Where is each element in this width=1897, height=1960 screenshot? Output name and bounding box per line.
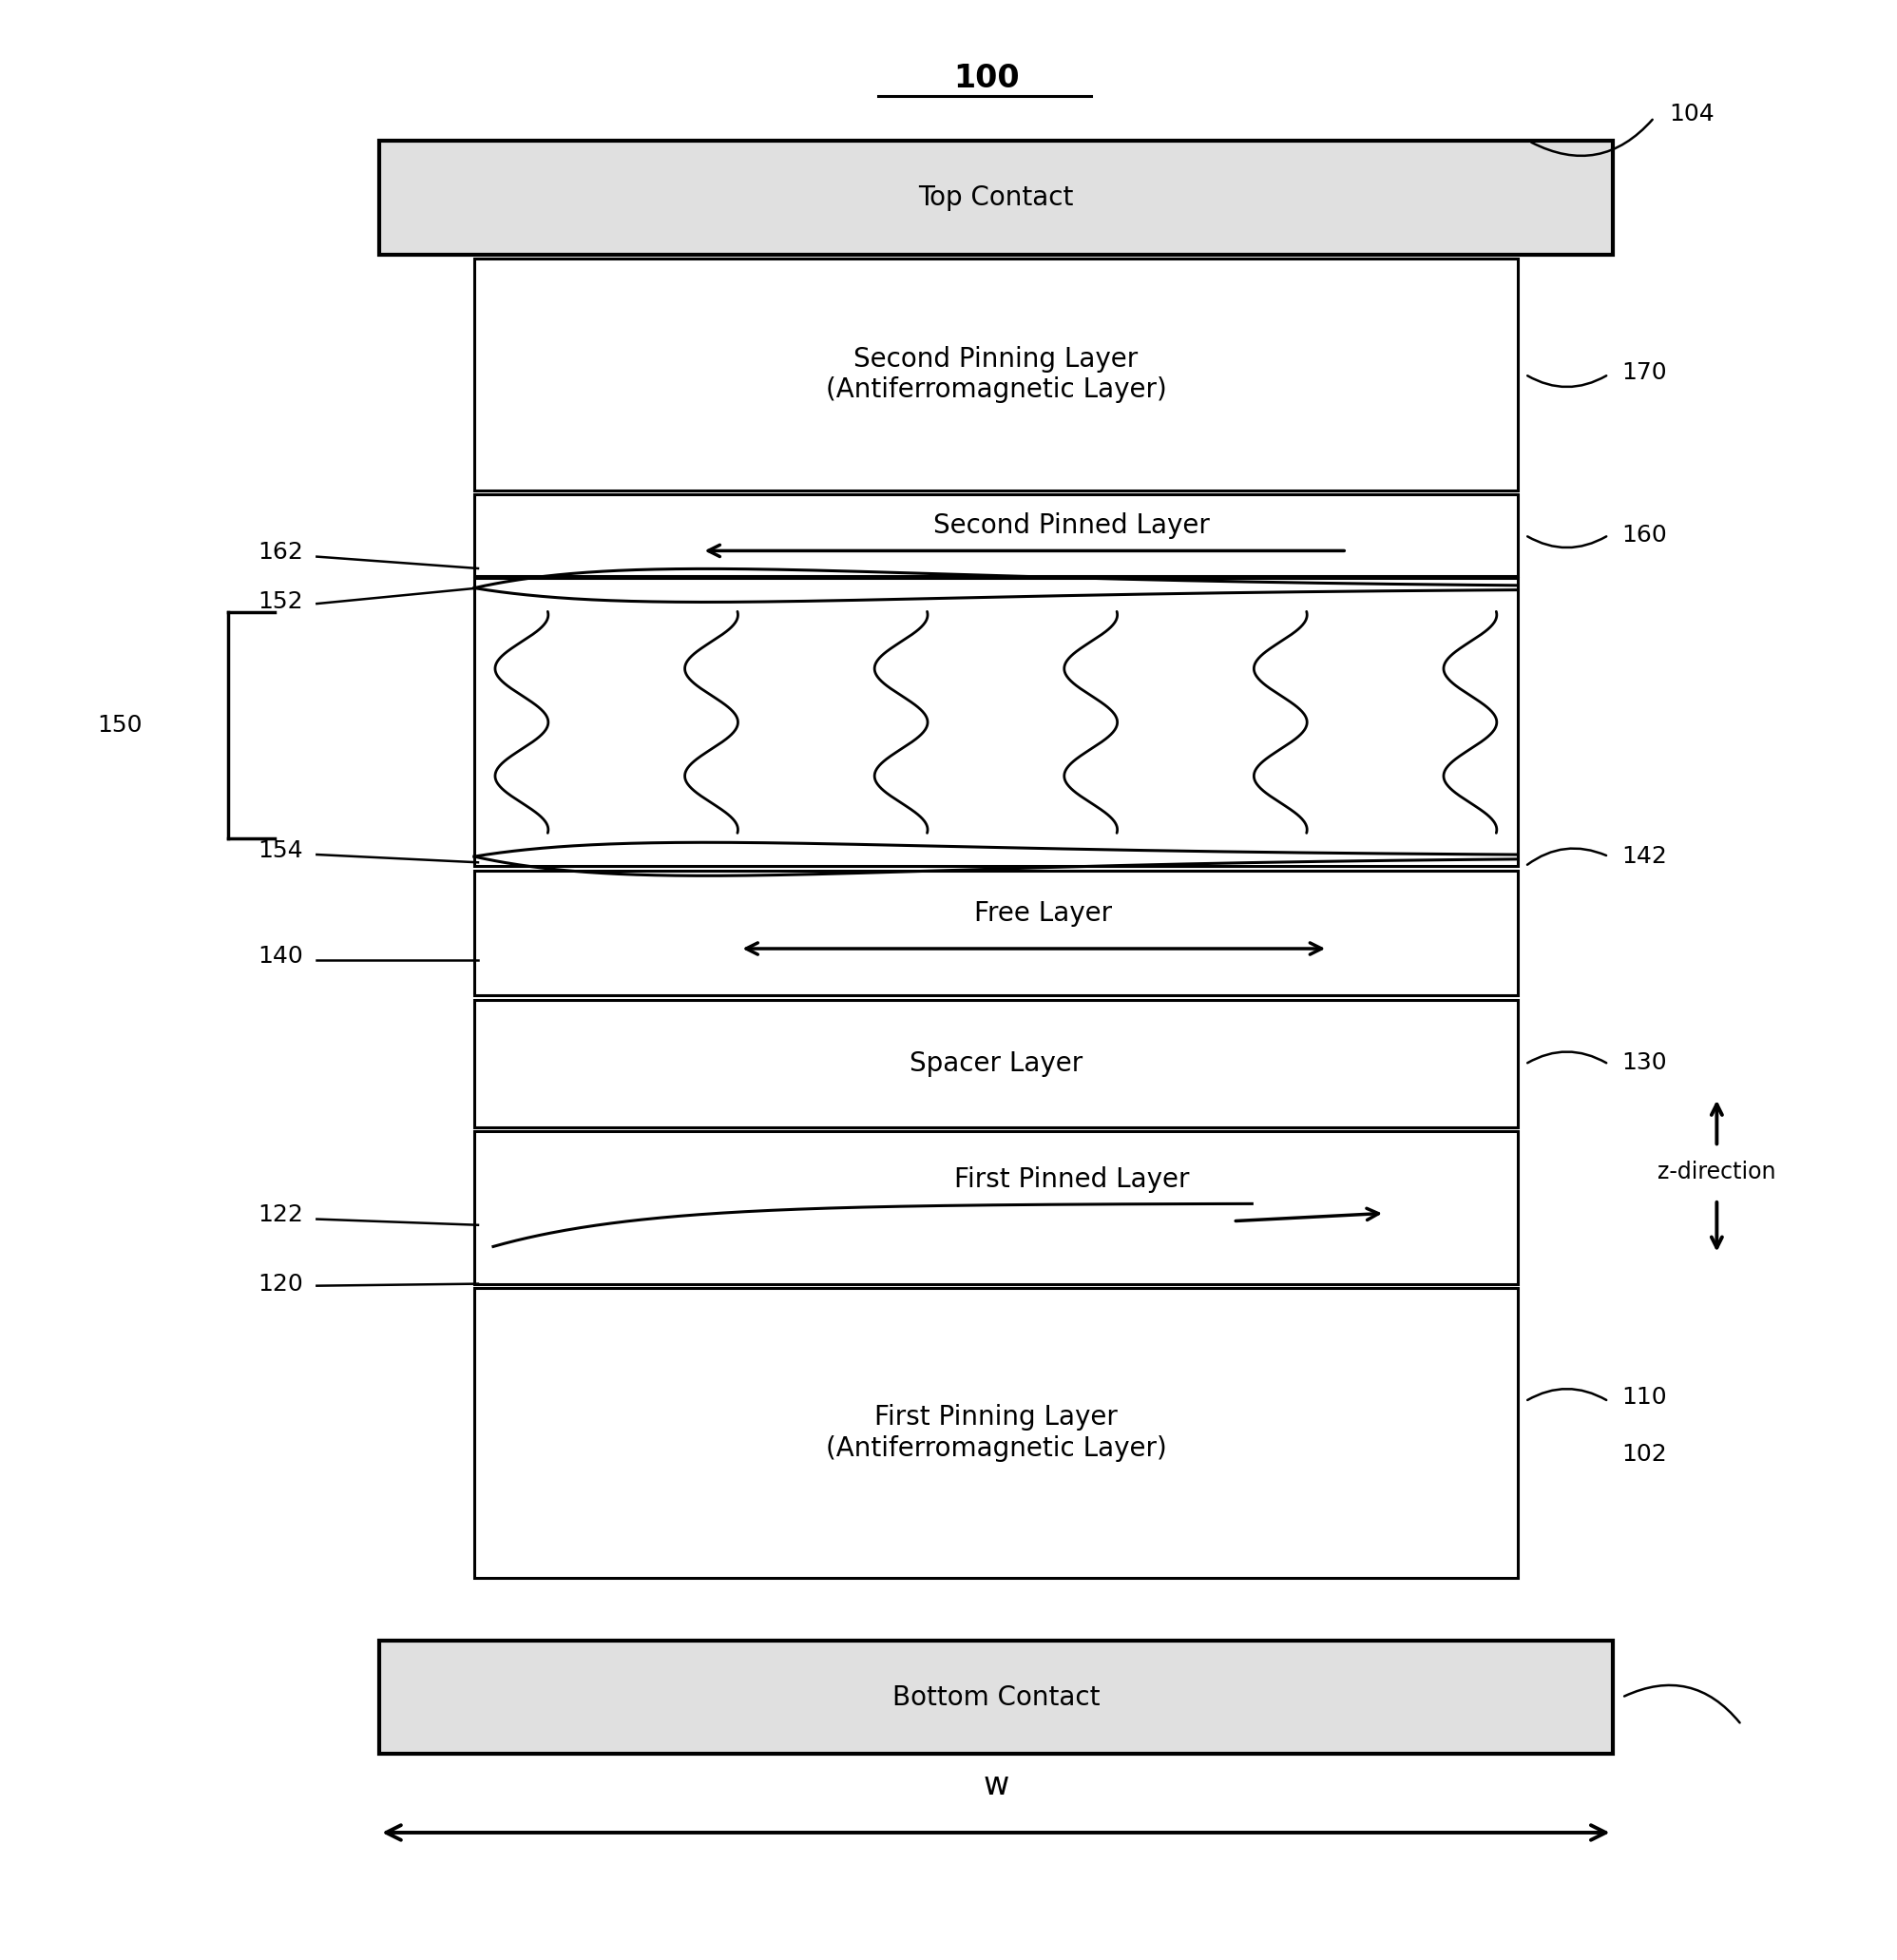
Text: Free Layer: Free Layer: [975, 900, 1112, 927]
Text: 150: 150: [97, 713, 142, 737]
Text: 104: 104: [1669, 102, 1715, 125]
Text: 130: 130: [1622, 1051, 1667, 1074]
Bar: [474, 1131, 1518, 1284]
Text: 100: 100: [954, 63, 1019, 94]
Text: 170: 170: [1622, 361, 1667, 384]
Text: 160: 160: [1622, 523, 1667, 547]
Text: Top Contact: Top Contact: [918, 184, 1074, 212]
Text: Second Pinned Layer: Second Pinned Layer: [933, 512, 1210, 539]
Text: 110: 110: [1622, 1386, 1667, 1409]
Text: w: w: [983, 1770, 1009, 1801]
Bar: [474, 578, 1518, 866]
Bar: [474, 1288, 1518, 1578]
Text: 140: 140: [258, 945, 304, 968]
Text: 142: 142: [1622, 845, 1667, 868]
Text: First Pinned Layer: First Pinned Layer: [954, 1166, 1189, 1194]
Text: 152: 152: [258, 590, 304, 613]
Bar: [379, 141, 1612, 255]
Bar: [474, 870, 1518, 996]
Bar: [474, 259, 1518, 490]
Bar: [379, 1641, 1612, 1754]
Text: First Pinning Layer
(Antiferromagnetic Layer): First Pinning Layer (Antiferromagnetic L…: [825, 1403, 1167, 1462]
Text: 162: 162: [258, 541, 304, 564]
Text: 122: 122: [258, 1203, 304, 1227]
Text: Spacer Layer: Spacer Layer: [909, 1051, 1083, 1076]
Text: z-direction: z-direction: [1658, 1160, 1776, 1184]
Text: 120: 120: [258, 1272, 304, 1296]
Text: 154: 154: [258, 839, 304, 862]
Bar: [474, 494, 1518, 576]
Bar: [474, 1000, 1518, 1127]
Text: 102: 102: [1622, 1443, 1667, 1466]
Text: Bottom Contact: Bottom Contact: [892, 1684, 1100, 1711]
Text: Second Pinning Layer
(Antiferromagnetic Layer): Second Pinning Layer (Antiferromagnetic …: [825, 345, 1167, 404]
